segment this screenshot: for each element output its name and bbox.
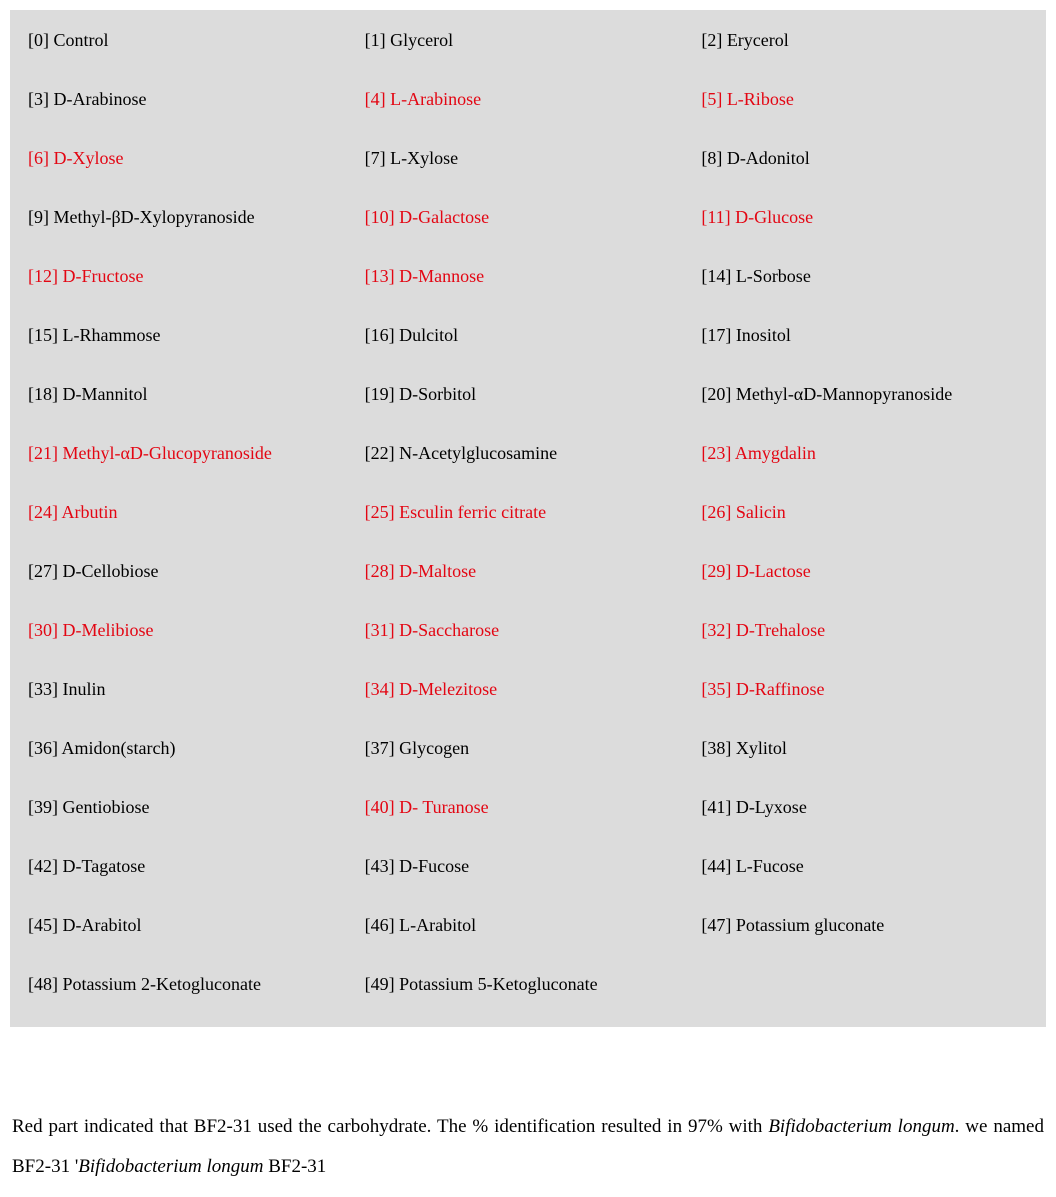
carb-item-0: [0] Control xyxy=(28,30,355,51)
carb-item-35: [35] D-Raffinose xyxy=(701,679,1028,700)
carb-item-9: [9] Methyl-βD-Xylopyranoside xyxy=(28,207,355,228)
carb-item-25: [25] Esculin ferric citrate xyxy=(365,502,692,523)
carb-item-43: [43] D-Fucose xyxy=(365,856,692,877)
carb-item-24: [24] Arbutin xyxy=(28,502,355,523)
carb-item-4: [4] L-Arabinose xyxy=(365,89,692,110)
caption-species-1: Bifidobacterium longum xyxy=(768,1116,954,1137)
carb-item-30: [30] D-Melibiose xyxy=(28,620,355,641)
carb-item-7: [7] L-Xylose xyxy=(365,148,692,169)
carbohydrate-grid: [0] Control [1] Glycerol [2] Erycerol [3] D… xyxy=(10,10,1046,1027)
carb-item-49: [49] Potassium 5-Ketogluconate xyxy=(365,974,692,995)
carb-item-16: [16] Dulcitol xyxy=(365,325,692,346)
carb-item-21: [21] Methyl-αD-Glucopyranoside xyxy=(28,443,355,464)
carb-item-1: [1] Glycerol xyxy=(365,30,692,51)
carb-item-15: [15] L-Rhammose xyxy=(28,325,355,346)
carb-item-39: [39] Gentiobiose xyxy=(28,797,355,818)
carb-item-48: [48] Potassium 2-Ketogluconate xyxy=(28,974,355,995)
carb-item-13: [13] D-Mannose xyxy=(365,266,692,287)
carb-item-37: [37] Glycogen xyxy=(365,738,692,759)
carb-item-5: [5] L-Ribose xyxy=(701,89,1028,110)
carb-item-28: [28] D-Maltose xyxy=(365,561,692,582)
carb-item-44: [44] L-Fucose xyxy=(701,856,1028,877)
carb-item-20: [20] Methyl-αD-Mannopyranoside xyxy=(701,384,1028,405)
carb-item-12: [12] D-Fructose xyxy=(28,266,355,287)
carb-item-31: [31] D-Saccharose xyxy=(365,620,692,641)
carb-item-8: [8] D-Adonitol xyxy=(701,148,1028,169)
carb-item-22: [22] N-Acetylglucosamine xyxy=(365,443,692,464)
caption-species-2: Bifidobacterium longum xyxy=(78,1156,263,1177)
carb-item-3: [3] D-Arabinose xyxy=(28,89,355,110)
carb-item-17: [17] Inositol xyxy=(701,325,1028,346)
carb-item-34: [34] D-Melezitose xyxy=(365,679,692,700)
caption-text-1: Red part indicated that BF2-31 used the … xyxy=(12,1116,768,1137)
carb-item-27: [27] D-Cellobiose xyxy=(28,561,355,582)
figure-caption: Red part indicated that BF2-31 used the … xyxy=(10,1107,1046,1187)
carb-item-19: [19] D-Sorbitol xyxy=(365,384,692,405)
carb-item-36: [36] Amidon(starch) xyxy=(28,738,355,759)
caption-text-3: BF2-31 xyxy=(263,1156,326,1177)
carb-item-47: [47] Potassium gluconate xyxy=(701,915,1028,936)
carb-item-40: [40] D- Turanose xyxy=(365,797,692,818)
carb-item-23: [23] Amygdalin xyxy=(701,443,1028,464)
carb-item-6: [6] D-Xylose xyxy=(28,148,355,169)
carb-item-26: [26] Salicin xyxy=(701,502,1028,523)
carb-item-46: [46] L-Arabitol xyxy=(365,915,692,936)
carb-item-14: [14] L-Sorbose xyxy=(701,266,1028,287)
carb-item-33: [33] Inulin xyxy=(28,679,355,700)
carb-item-42: [42] D-Tagatose xyxy=(28,856,355,877)
carb-item-38: [38] Xylitol xyxy=(701,738,1028,759)
carb-item-41: [41] D-Lyxose xyxy=(701,797,1028,818)
carb-item-29: [29] D-Lactose xyxy=(701,561,1028,582)
carb-item-11: [11] D-Glucose xyxy=(701,207,1028,228)
carb-item-18: [18] D-Mannitol xyxy=(28,384,355,405)
carb-item-45: [45] D-Arabitol xyxy=(28,915,355,936)
carb-item-2: [2] Erycerol xyxy=(701,30,1028,51)
carb-item-32: [32] D-Trehalose xyxy=(701,620,1028,641)
carb-item-10: [10] D-Galactose xyxy=(365,207,692,228)
